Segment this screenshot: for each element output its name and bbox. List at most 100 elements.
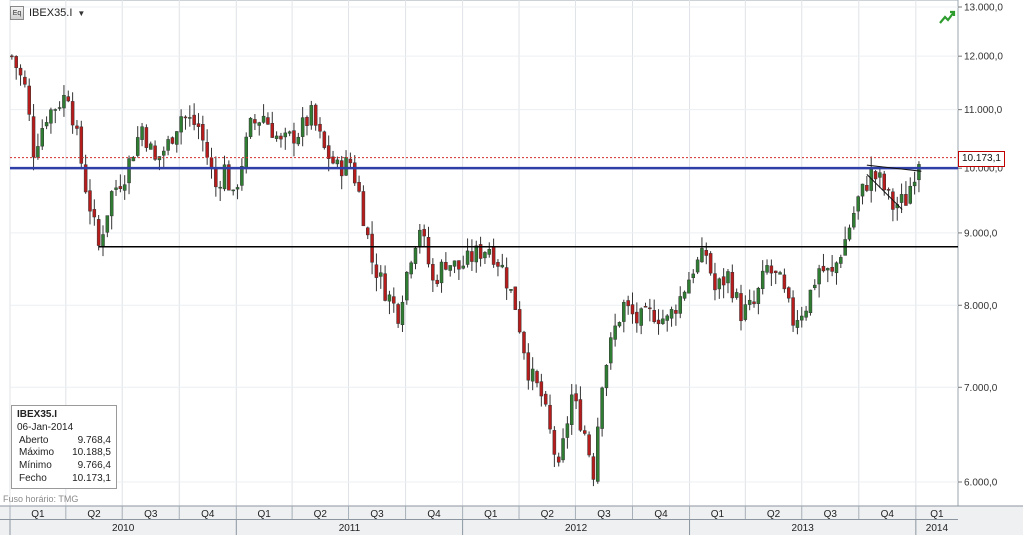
candle-up (856, 196, 860, 212)
candle-up (461, 265, 465, 269)
info-row-open: Aberto 9.768,4 (17, 435, 111, 448)
candle-up (917, 164, 921, 181)
candle-up (700, 248, 704, 263)
trend-line (866, 173, 903, 210)
candle-down (313, 104, 318, 126)
candle-down (526, 352, 531, 381)
candle-up (62, 95, 66, 109)
candle-down (79, 126, 84, 164)
candle-up (283, 132, 288, 138)
candle-up (852, 213, 856, 228)
symbol-toolbar[interactable]: Eq IBEX35.I ▼ (10, 6, 85, 20)
quarter-label: Q4 (427, 509, 441, 520)
candle-up (500, 264, 505, 268)
ohlc-info-box: IBEX35.I 06-Jan-2014 Aberto 9.768,4 Máxi… (11, 405, 117, 489)
candle-up (244, 136, 248, 169)
chart-type-icon[interactable]: Eq (10, 6, 24, 20)
candle-down (635, 311, 639, 324)
quarter-label: Q2 (767, 509, 781, 520)
candle-up (665, 315, 669, 321)
candle-up (617, 322, 622, 327)
info-row-low: Mínimo 9.766,4 (17, 460, 111, 473)
candle-up (162, 150, 166, 156)
candle-up (661, 318, 665, 324)
candle-down (522, 331, 526, 354)
candle-down (513, 286, 518, 310)
candle-down (435, 279, 439, 285)
candle-up (257, 122, 261, 126)
candle-down (478, 244, 483, 259)
candle-up (114, 187, 118, 190)
candle-up (908, 185, 913, 204)
info-row-close: Fecho 10.173,1 (17, 473, 111, 486)
candle-down (266, 117, 270, 125)
candle-up (57, 107, 62, 109)
quarter-label: Q3 (824, 509, 838, 520)
info-value: 9.766,4 (77, 460, 111, 472)
candle-up (817, 268, 821, 285)
y-tick-label: 7.000,0 (964, 383, 998, 394)
candle-up (600, 387, 604, 429)
candle-down (305, 116, 309, 126)
quarter-label: Q2 (87, 509, 101, 520)
candle-down (75, 125, 79, 129)
candle-down (426, 237, 431, 265)
candle-up (726, 271, 730, 284)
candle-up (448, 265, 452, 271)
candle-down (882, 173, 886, 191)
candle-down (326, 145, 331, 159)
candle-down (352, 162, 357, 184)
candle-up (218, 186, 222, 189)
candle-down (70, 101, 75, 126)
candle-down (201, 124, 205, 141)
candle-up (387, 294, 392, 302)
candle-down (227, 164, 231, 191)
candle-up (105, 215, 110, 233)
candle-up (734, 292, 739, 298)
candle-down (66, 96, 71, 102)
y-tick-label: 8.000,0 (964, 301, 998, 312)
candle-down (361, 191, 366, 227)
candle-up (596, 426, 600, 482)
quarter-label: Q1 (711, 509, 725, 520)
candle-up (379, 272, 383, 277)
candle-down (205, 142, 209, 158)
candle-down (491, 246, 496, 265)
candle-up (166, 139, 170, 151)
candle-up (248, 117, 253, 137)
candle-down (365, 227, 370, 236)
candle-down (630, 304, 635, 315)
candle-down (322, 131, 327, 148)
info-label: Fecho (19, 472, 47, 484)
candle-up (179, 116, 183, 133)
candle-down (192, 114, 196, 125)
candle-down (782, 274, 787, 290)
chevron-down-icon[interactable]: ▼ (77, 8, 86, 18)
candle-down (383, 273, 387, 301)
candle-down (18, 67, 23, 76)
year-label: 2012 (565, 523, 588, 534)
candle-up (826, 268, 830, 271)
candle-down (209, 157, 214, 169)
candle-up (530, 368, 535, 382)
candle-down (587, 434, 591, 456)
info-row-high: Máximo 10.188,5 (17, 447, 111, 460)
candle-up (405, 272, 409, 301)
candle-down (574, 393, 578, 402)
candle-up (400, 301, 405, 325)
candle-down (643, 306, 648, 308)
candle-down (392, 296, 396, 304)
candle-down (27, 85, 31, 115)
trend-up-icon[interactable] (938, 8, 956, 26)
candle-down (422, 229, 426, 237)
candles-group (10, 54, 921, 487)
symbol-label[interactable]: IBEX35.I (29, 7, 73, 19)
info-label: Aberto (19, 434, 49, 446)
candle-down (652, 309, 656, 322)
candle-up (839, 257, 843, 264)
quarter-label: Q1 (484, 509, 498, 520)
info-label: Máximo (19, 447, 55, 459)
timezone-label: Fuso horário: TMG (3, 494, 79, 504)
candle-up (261, 115, 266, 123)
